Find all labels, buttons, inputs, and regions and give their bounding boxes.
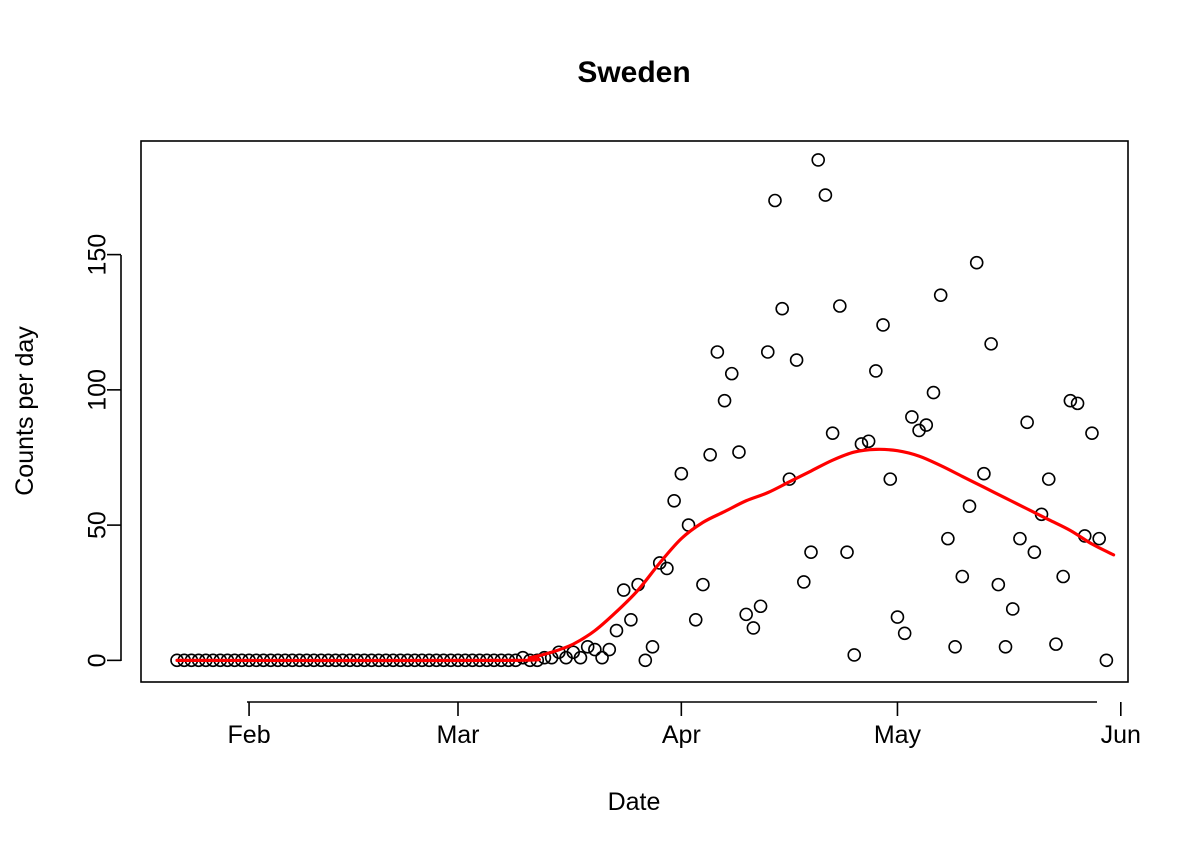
data-point xyxy=(962,499,977,513)
data-point xyxy=(1005,602,1020,616)
data-point xyxy=(624,612,638,627)
data-point xyxy=(638,653,653,668)
data-point xyxy=(847,648,862,662)
data-point xyxy=(984,337,998,351)
data-point xyxy=(869,364,883,378)
data-point xyxy=(660,561,674,576)
y-tick-label: 150 xyxy=(84,234,112,276)
data-point xyxy=(746,621,761,635)
data-point xyxy=(760,345,775,359)
x-tick-label: Feb xyxy=(228,721,271,749)
data-point xyxy=(977,466,991,481)
data-point xyxy=(573,650,588,665)
data-point xyxy=(948,640,962,654)
data-point xyxy=(797,575,811,589)
y-axis: 0 50 100 150 xyxy=(84,234,122,667)
data-point xyxy=(1020,415,1034,430)
data-point xyxy=(818,188,833,202)
data-point xyxy=(645,640,660,654)
chart-title: Sweden xyxy=(577,56,690,89)
data-point xyxy=(1070,396,1085,411)
data-point xyxy=(998,640,1013,654)
data-point xyxy=(840,545,854,559)
data-point xyxy=(890,610,905,624)
data-point xyxy=(753,599,768,614)
data-point xyxy=(1063,393,1078,408)
plot-area xyxy=(140,140,1129,683)
data-point xyxy=(710,345,725,359)
scatter-series xyxy=(170,153,1114,668)
data-point xyxy=(717,393,732,408)
x-axis: Feb Mar Apr May Jun xyxy=(228,701,1141,749)
data-point xyxy=(941,531,955,546)
data-point xyxy=(1041,472,1056,486)
data-point xyxy=(1027,545,1042,559)
y-axis-label: Counts per day xyxy=(11,326,39,496)
data-point xyxy=(861,434,876,449)
data-point xyxy=(724,366,739,381)
x-tick-label: May xyxy=(874,721,922,749)
data-point xyxy=(775,301,789,316)
data-point xyxy=(955,569,970,584)
trend-line xyxy=(175,447,1116,663)
data-point xyxy=(1099,653,1114,668)
data-point xyxy=(768,193,782,208)
data-point xyxy=(854,437,869,451)
data-point xyxy=(580,640,595,654)
data-point xyxy=(883,472,898,486)
data-point xyxy=(739,607,753,622)
data-point xyxy=(969,255,984,270)
data-point xyxy=(833,299,847,313)
data-point xyxy=(933,288,948,302)
data-point xyxy=(1092,531,1106,546)
data-point xyxy=(609,623,624,638)
data-point xyxy=(905,410,919,424)
x-axis-label: Date xyxy=(608,788,661,816)
data-point xyxy=(1013,531,1027,546)
data-point xyxy=(537,650,552,665)
data-point xyxy=(897,626,912,641)
y-tick-label: 100 xyxy=(84,369,112,411)
data-point xyxy=(991,577,1006,592)
data-point xyxy=(674,466,689,481)
data-point xyxy=(588,642,602,657)
x-tick-label: Jun xyxy=(1101,721,1141,749)
y-tick-label: 50 xyxy=(84,511,112,539)
data-point xyxy=(667,493,681,508)
data-point xyxy=(1056,569,1070,584)
data-point xyxy=(811,153,826,167)
data-point xyxy=(688,612,703,627)
x-tick-label: Apr xyxy=(662,721,701,749)
y-tick-label: 0 xyxy=(84,653,112,667)
data-point xyxy=(789,353,804,367)
data-point xyxy=(703,447,717,462)
data-point xyxy=(876,318,890,332)
data-point xyxy=(595,650,609,665)
data-point xyxy=(696,577,710,592)
data-point xyxy=(804,545,818,559)
data-point xyxy=(1049,637,1063,651)
data-point xyxy=(1085,426,1099,440)
data-point xyxy=(602,642,617,657)
data-point xyxy=(825,426,840,440)
data-point xyxy=(732,445,746,459)
data-point xyxy=(919,418,934,432)
x-tick-label: Mar xyxy=(436,721,479,749)
data-point xyxy=(616,583,631,597)
data-point xyxy=(926,385,941,400)
